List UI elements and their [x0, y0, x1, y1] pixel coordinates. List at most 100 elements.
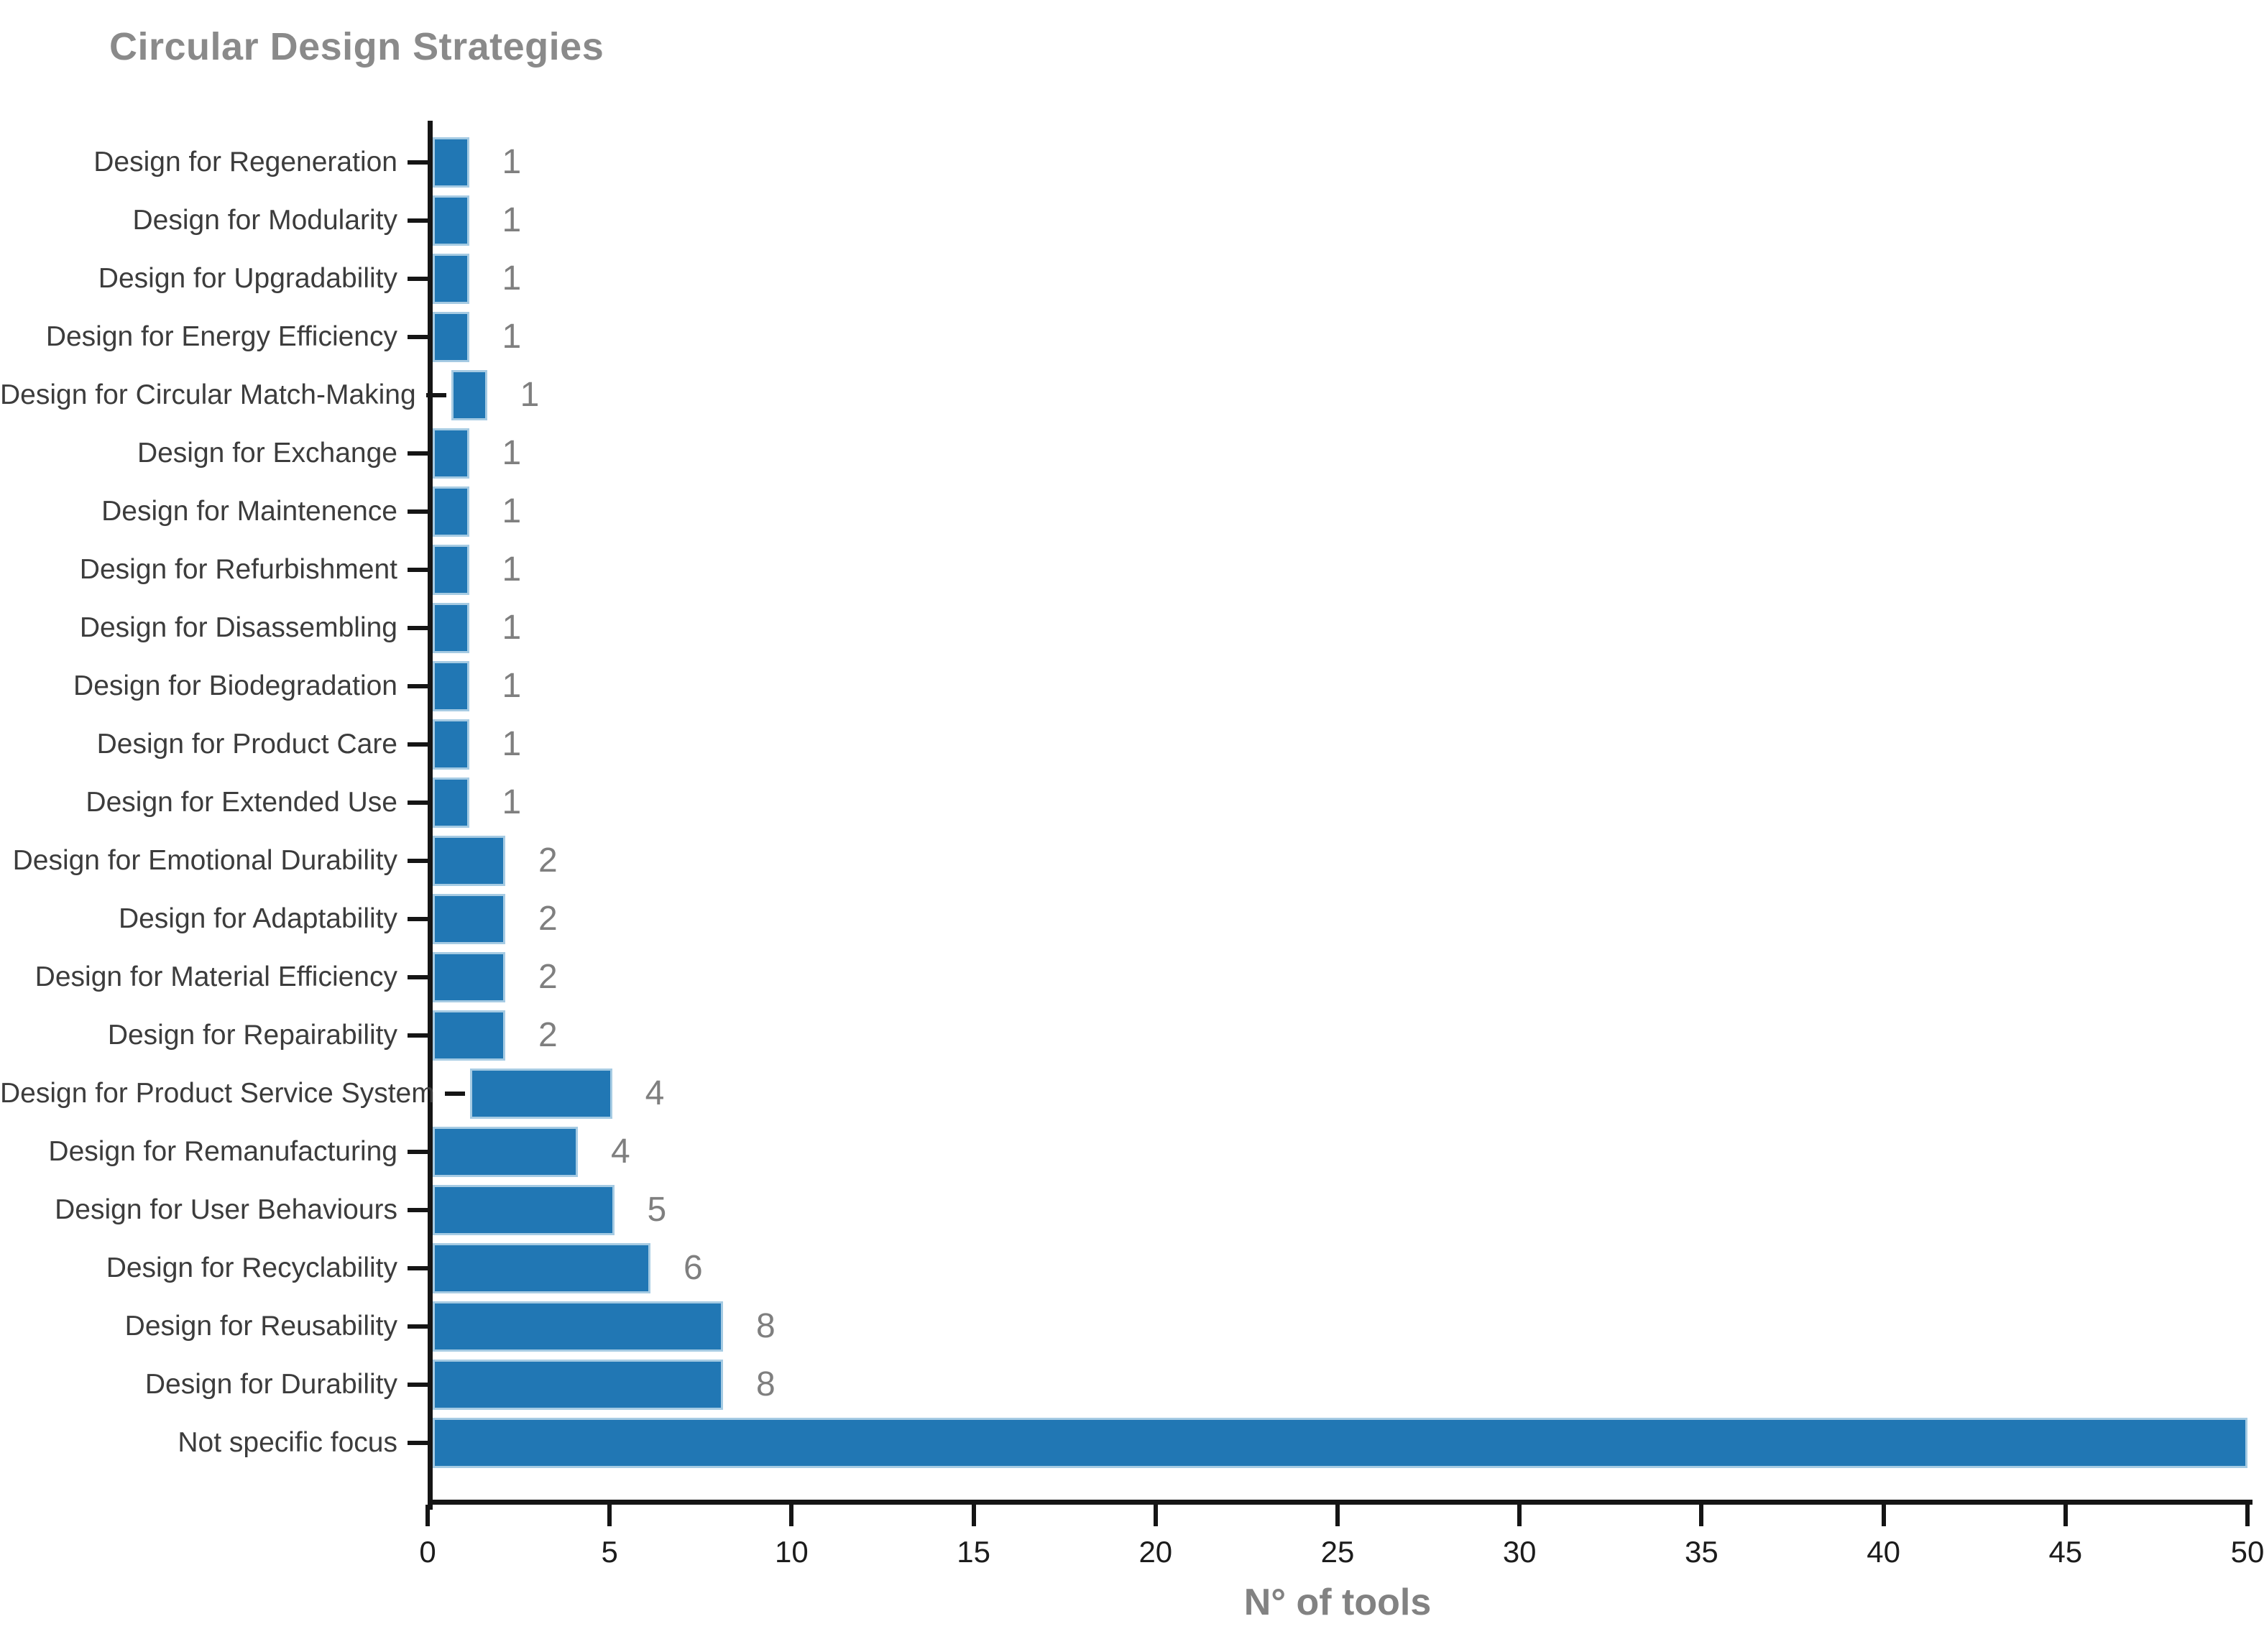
chart-row: Design for Exchange 1 [0, 424, 2247, 482]
bar-area: 1 [428, 424, 2247, 482]
x-axis-tick-label: 50 [2230, 1535, 2264, 1569]
bar-area: 1 [428, 308, 2247, 366]
bar-area: 1 [428, 715, 2247, 773]
bar [433, 544, 469, 595]
bar [469, 1068, 612, 1119]
chart-row: Design for Refurbishment 1 [0, 540, 2247, 599]
bar [433, 660, 469, 711]
x-axis-tick-label: 35 [1685, 1535, 1718, 1569]
x-axis-tick-mark [971, 1505, 976, 1526]
x-axis-tick-mark [1517, 1505, 1522, 1526]
chart-row: Design for Disassembling 1 [0, 599, 2247, 657]
y-axis-tick-mark [408, 509, 428, 514]
bar-value-label: 1 [502, 434, 522, 472]
x-axis-tick-label: 40 [1867, 1535, 1900, 1569]
bar [433, 602, 469, 653]
x-axis-tick-label: 20 [1138, 1535, 1173, 1569]
bar-value-label: 1 [502, 259, 522, 297]
bar-value-label: 8 [756, 1307, 776, 1345]
chart-row: Not specific focus [0, 1413, 2247, 1472]
bar [433, 486, 469, 537]
chart-row: Design for Recyclability 6 [0, 1239, 2247, 1297]
chart-row: Design for Extended Use 1 [0, 773, 2247, 831]
category-label: Design for Biodegradation [73, 670, 397, 701]
chart-row: Design for Energy Efficiency 1 [0, 308, 2247, 366]
chart-row: Design for Material Efficiency 2 [0, 948, 2247, 1006]
bar-value-label: 1 [502, 667, 522, 705]
x-axis-tick-mark [2063, 1505, 2068, 1526]
bar-value-label: 1 [502, 725, 522, 763]
chart-title: Circular Design Strategies [109, 25, 604, 68]
bar [433, 835, 505, 886]
chart-row: Design for Biodegradation 1 [0, 657, 2247, 715]
category-label: Design for Energy Efficiency [45, 320, 397, 352]
bar-value-label: 4 [645, 1074, 665, 1112]
bar-area: 1 [428, 657, 2247, 715]
y-axis-spine [428, 121, 433, 1510]
bar-value-label: 1 [502, 492, 522, 530]
x-axis-tick-label: 5 [601, 1535, 618, 1569]
category-label: Design for Repairability [107, 1019, 397, 1051]
x-axis-tick-label: 30 [1502, 1535, 1537, 1569]
bar [433, 137, 469, 188]
category-label: Design for Material Efficiency [34, 961, 397, 992]
x-axis-tick-mark [1881, 1505, 1886, 1526]
bar-area: 8 [428, 1297, 2247, 1355]
bar [433, 893, 505, 944]
bar [433, 1301, 723, 1352]
bar-area: 2 [428, 948, 2247, 1006]
category-label: Design for Disassembling [79, 612, 397, 643]
bar-value-label: 1 [502, 318, 522, 356]
category-label: Design for Maintenence [101, 495, 397, 527]
chart-row: Design for Modularity 1 [0, 191, 2247, 249]
x-axis-tick-label: 10 [775, 1535, 809, 1569]
y-axis-tick-mark [408, 160, 428, 165]
category-label: Design for Circular Match-Making [0, 379, 416, 410]
category-label: Design for Modularity [132, 204, 397, 236]
x-axis-tick-label: 15 [957, 1535, 990, 1569]
bar-area: 1 [428, 133, 2247, 191]
bar-area: 1 [428, 773, 2247, 831]
x-axis-tick-mark [789, 1505, 794, 1526]
bar [433, 1417, 2247, 1468]
bar-area: 1 [428, 249, 2247, 308]
bar-area [428, 1413, 2247, 1472]
bar [433, 1242, 650, 1293]
bar-area: 2 [428, 1006, 2247, 1064]
chart-row: Design for Regeneration 1 [0, 133, 2247, 191]
bar-value-label: 1 [502, 783, 522, 821]
bar [433, 311, 469, 362]
bar-value-label: 1 [520, 376, 540, 414]
y-axis-tick-mark [408, 1265, 428, 1270]
chart-row: Design for Maintenence 1 [0, 482, 2247, 540]
category-label: Design for User Behaviours [55, 1194, 397, 1225]
bar-area: 4 [465, 1064, 2247, 1122]
bar-value-label: 8 [756, 1365, 776, 1403]
bar-value-label: 2 [538, 1016, 558, 1054]
bar-area: 8 [428, 1355, 2247, 1413]
bar [433, 951, 505, 1002]
category-label: Design for Durability [144, 1368, 397, 1400]
y-axis-tick-mark [408, 800, 428, 805]
y-axis-tick-mark [408, 276, 428, 281]
bar-value-label: 1 [502, 550, 522, 589]
bar [433, 428, 469, 479]
bar-area: 1 [428, 599, 2247, 657]
y-axis-tick-mark [408, 974, 428, 979]
bar-area: 1 [446, 366, 2247, 424]
plot-area: Design for Regeneration 1 Design for Mod… [0, 133, 2247, 1472]
category-label: Design for Refurbishment [79, 553, 397, 585]
chart-row: Design for Repairability 2 [0, 1006, 2247, 1064]
bar [433, 1359, 723, 1410]
y-axis-tick-mark [408, 683, 428, 688]
bar [433, 195, 469, 246]
y-axis-tick-mark [408, 334, 428, 339]
chart-row: Design for Emotional Durability 2 [0, 831, 2247, 890]
category-label: Design for Reusability [124, 1310, 397, 1342]
bar-area: 2 [428, 831, 2247, 890]
y-axis-tick-mark [408, 858, 428, 863]
y-axis-tick-mark [408, 1207, 428, 1212]
y-axis-tick-mark [408, 742, 428, 747]
bar-area: 1 [428, 482, 2247, 540]
